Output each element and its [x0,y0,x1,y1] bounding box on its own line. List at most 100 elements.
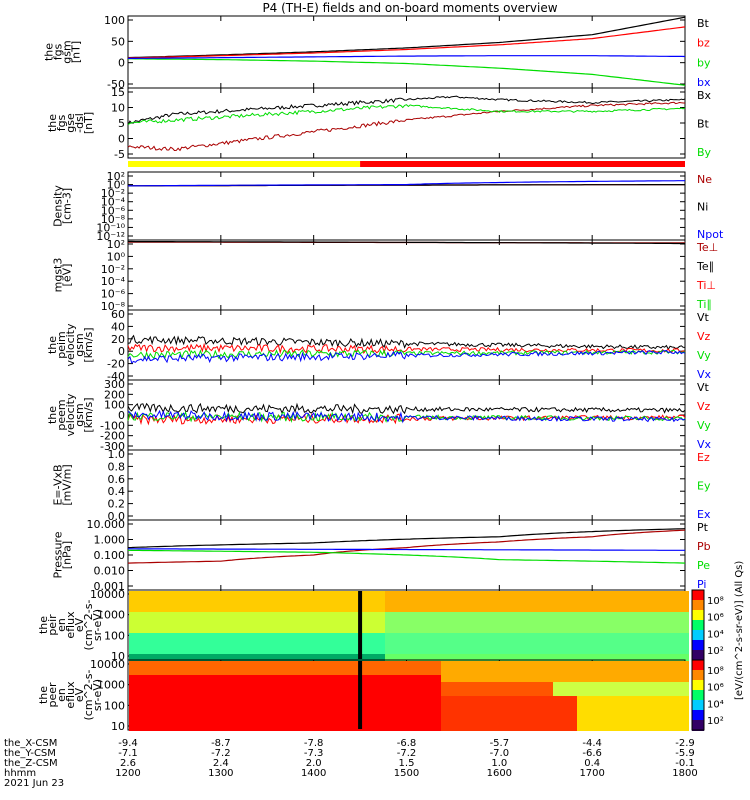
heatmap-cell [465,647,473,654]
heatmap-cell [665,689,673,696]
heatmap-cell [649,710,657,717]
heatmap-cell [137,591,145,598]
heatmap-cell [153,647,161,654]
heatmap-cell [449,689,457,696]
y-axis-label: peim [55,331,68,359]
heatmap-cell [137,633,145,640]
heatmap-cell [673,724,681,731]
heatmap-cell [305,640,313,647]
heatmap-cell [425,605,433,612]
heatmap-cell [233,612,241,619]
heatmap-cell [457,710,465,717]
heatmap-cell [561,661,569,668]
y-tick-label: 10⁻⁴ [101,196,126,209]
heatmap-cell [465,717,473,724]
series-line-Bt [127,95,686,126]
heatmap-cell [377,605,385,612]
heatmap-cell [633,598,641,605]
heatmap-cell [313,724,321,731]
heatmap-cell [361,689,369,696]
heatmap-cell [225,703,233,710]
colorbar-tick-label: 10² [707,646,724,657]
heatmap-cell [441,619,449,626]
heatmap-cell [609,654,617,661]
heatmap-cell [561,647,569,654]
y-tick-label: 1.0 [108,448,126,461]
heatmap-cell [177,696,185,703]
y-tick-label: 10² [107,238,125,251]
heatmap-cell [321,605,329,612]
xaxis-value: 1800 [672,768,697,779]
heatmap-cell [241,640,249,647]
heatmap-cell [497,633,505,640]
heatmap-cell [273,668,281,675]
heatmap-cell [193,710,201,717]
heatmap-cell [657,654,665,661]
heatmap-cell [489,682,497,689]
heatmap-cell [633,703,641,710]
y-tick-label: -5 [114,148,125,161]
heatmap-cell [513,647,521,654]
heatmap-cell [401,682,409,689]
heatmap-cell [313,696,321,703]
heatmap-cell [249,591,257,598]
heatmap-cell [385,710,393,717]
heatmap-cell [193,696,201,703]
heatmap-cell [193,640,201,647]
heatmap-cell [145,640,153,647]
heatmap-cell [393,682,401,689]
heatmap-cell [553,661,561,668]
heatmap-cell [545,682,553,689]
heatmap-cell [609,661,617,668]
legend-entry: Vt [697,311,710,324]
heatmap-cell [521,696,529,703]
heatmap-cell [257,612,265,619]
heatmap-cell [585,612,593,619]
heatmap-cell [185,626,193,633]
heatmap-cell [369,682,377,689]
heatmap-cell [161,654,169,661]
heatmap-cell [233,591,241,598]
heatmap-cell [225,682,233,689]
heatmap-cell [401,612,409,619]
heatmap-cell [329,619,337,626]
heatmap-cell [537,668,545,675]
heatmap-cell [345,633,353,640]
heatmap-cell [153,689,161,696]
heatmap-cell [217,626,225,633]
heatmap-cell [617,710,625,717]
heatmap-cell [297,647,305,654]
heatmap-cell [145,724,153,731]
heatmap-cell [153,619,161,626]
heatmap-cell [153,703,161,710]
heatmap-cell [129,591,137,598]
y-axis-label: eV [73,687,86,702]
heatmap-cell [361,668,369,675]
heatmap-cell [225,696,233,703]
heatmap-cell [265,710,273,717]
y-tick-label: 10⁰ [107,250,126,263]
heatmap-cell [297,675,305,682]
heatmap-cell [537,710,545,717]
heatmap-cell [297,598,305,605]
heatmap-cell [505,633,513,640]
heatmap-cell [321,633,329,640]
heatmap-cell [193,647,201,654]
heatmap-cell [225,668,233,675]
heatmap-cell [561,724,569,731]
heatmap-cell [201,640,209,647]
heatmap-cell [409,640,417,647]
heatmap-cell [625,668,633,675]
heatmap-cell [441,703,449,710]
heatmap-cell [593,633,601,640]
heatmap-cell [545,591,553,598]
heatmap-cell [625,710,633,717]
y-axis-label: mgst3 [52,258,65,293]
heatmap-cell [617,633,625,640]
heatmap-cell [321,612,329,619]
heatmap-cell [393,605,401,612]
heatmap-cell [633,717,641,724]
heatmap-cell [601,682,609,689]
heatmap-cell [609,675,617,682]
heatmap-cell [385,619,393,626]
